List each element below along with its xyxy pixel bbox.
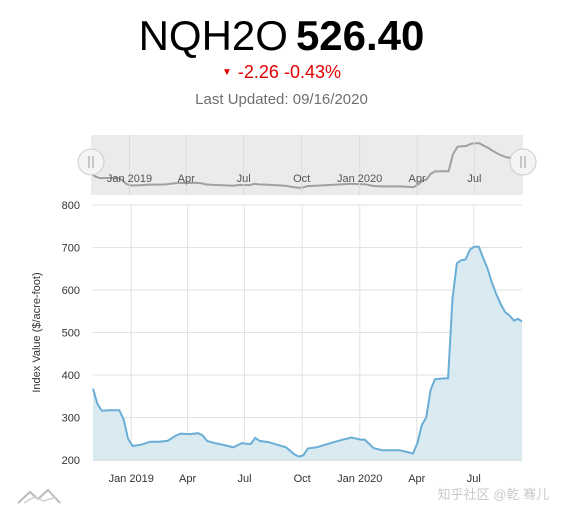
navigator-tick-label: Oct bbox=[293, 173, 310, 185]
symbol: NQH2O bbox=[138, 12, 288, 59]
handle-circle bbox=[509, 148, 537, 176]
navigator-tick-label: Jul bbox=[237, 173, 251, 185]
navigator-left-handle[interactable] bbox=[77, 148, 105, 176]
x-tick-label: Jul bbox=[467, 473, 481, 485]
y-tick-label: 700 bbox=[62, 243, 80, 255]
series-area bbox=[93, 246, 522, 460]
title: NQH2O 526.40 bbox=[0, 10, 563, 62]
y-tick-label: 600 bbox=[62, 285, 80, 297]
y-tick-label: 800 bbox=[62, 200, 80, 212]
navigator-right-handle[interactable] bbox=[509, 148, 537, 176]
change-line: ▼ -2.26 -0.43% bbox=[0, 60, 563, 85]
navigator-tick-label: Apr bbox=[178, 173, 195, 185]
x-tick-label: Apr bbox=[408, 473, 425, 485]
handle-circle bbox=[77, 148, 105, 176]
y-tick-label: 400 bbox=[62, 370, 80, 382]
navigator-tick-label: Apr bbox=[408, 173, 425, 185]
watermark: 知乎社区 @乾 骞儿 bbox=[437, 487, 549, 502]
mountain-logo-icon bbox=[17, 488, 61, 504]
navigator-tick-label: Jan 2019 bbox=[107, 173, 152, 185]
navigator-series bbox=[90, 142, 524, 189]
y-tick-label: 500 bbox=[62, 328, 80, 340]
y-tick-label: 200 bbox=[62, 455, 80, 467]
change-value: -2.26 bbox=[237, 62, 279, 82]
y-tick-label: 300 bbox=[62, 413, 80, 425]
x-tick-label: Apr bbox=[179, 473, 196, 485]
navigator-tick-label: Jul bbox=[467, 173, 481, 185]
price: 526.40 bbox=[295, 12, 425, 59]
change-percent: -0.43% bbox=[283, 62, 341, 82]
x-tick-label: Oct bbox=[294, 473, 311, 485]
last-updated: Last Updated: 09/16/2020 bbox=[195, 91, 368, 108]
down-arrow-icon: ▼ bbox=[222, 67, 232, 79]
y-axis-title: Index Value ($/acre-foot) bbox=[31, 272, 43, 392]
navigator-tick-label: Jan 2020 bbox=[337, 173, 382, 185]
series-line bbox=[92, 245, 523, 458]
x-tick-label: Jul bbox=[238, 473, 252, 485]
mountain-logo-icon bbox=[23, 496, 57, 504]
x-tick-label: Jan 2020 bbox=[337, 473, 382, 485]
x-tick-label: Jan 2019 bbox=[109, 473, 154, 485]
